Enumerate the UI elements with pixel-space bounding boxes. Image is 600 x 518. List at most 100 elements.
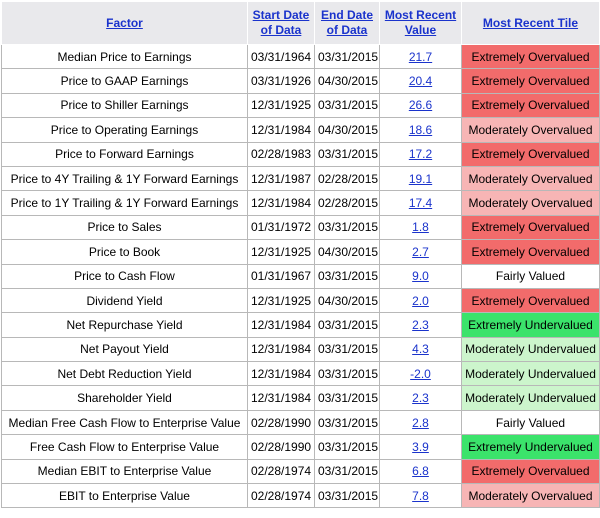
- start-date-cell: 03/31/1964: [247, 43, 315, 70]
- start-date-cell: 12/31/1984: [247, 336, 315, 363]
- tile-cell: Fairly Valued: [461, 263, 600, 289]
- tile-cell: Fairly Valued: [461, 409, 600, 436]
- sort-link[interactable]: Most Recent Tile: [482, 15, 579, 30]
- factor-cell: Price to Cash Flow: [1, 263, 248, 289]
- value-link[interactable]: 4.3: [412, 342, 429, 357]
- value-cell: 7.8: [379, 483, 462, 509]
- value-link[interactable]: 20.4: [408, 74, 433, 89]
- factor-cell: Net Repurchase Yield: [1, 312, 248, 338]
- start-date-cell: 12/31/1984: [247, 312, 315, 338]
- tile-cell: Moderately Overvalued: [461, 483, 600, 509]
- table-row: Price to Cash Flow 01/31/1967 03/31/2015 9.…: [1, 263, 600, 289]
- value-cell: 17.4: [379, 190, 462, 216]
- value-link[interactable]: 2.3: [412, 391, 429, 406]
- value-link[interactable]: 1.8: [412, 220, 429, 235]
- value-link[interactable]: 18.6: [408, 122, 433, 137]
- end-date-cell: 03/31/2015: [314, 458, 380, 485]
- table-row: EBIT to Enterprise Value 02/28/1974 03/31/…: [1, 483, 600, 509]
- end-date-cell: 03/31/2015: [314, 263, 380, 289]
- start-date-cell: 12/31/1984: [247, 190, 315, 216]
- factor-cell: Price to Forward Earnings: [1, 141, 248, 167]
- factor-cell: Price to 1Y Trailing & 1Y Forward Earnin…: [1, 190, 248, 216]
- value-cell: 3.9: [379, 434, 462, 460]
- value-cell: 2.7: [379, 239, 462, 265]
- table-row: Price to Sales 01/31/1972 03/31/2015 1.8 Ext…: [1, 214, 600, 241]
- end-date-cell: 03/31/2015: [314, 43, 380, 70]
- column-header: Start Date of Data: [247, 1, 315, 45]
- table-row: Median Price to Earnings 03/31/1964 03/31/…: [1, 43, 600, 70]
- start-date-cell: 02/28/1974: [247, 483, 315, 509]
- start-date-cell: 02/28/1990: [247, 409, 315, 436]
- value-link[interactable]: 21.7: [408, 49, 433, 64]
- value-cell: 17.2: [379, 141, 462, 167]
- end-date-cell: 03/31/2015: [314, 483, 380, 509]
- factor-cell: Free Cash Flow to Enterprise Value: [1, 434, 248, 460]
- factor-cell: Dividend Yield: [1, 287, 248, 314]
- value-link[interactable]: 2.3: [412, 317, 429, 332]
- value-link[interactable]: 7.8: [412, 488, 429, 503]
- table-row: Price to Book 12/31/1925 04/30/2015 2.7 Extr…: [1, 239, 600, 265]
- tile-cell: Extremely Undervalued: [461, 312, 600, 338]
- tile-cell: Extremely Overvalued: [461, 214, 600, 241]
- sort-link[interactable]: Factor: [106, 15, 143, 30]
- value-link[interactable]: 2.8: [412, 415, 429, 430]
- value-cell: 2.0: [379, 287, 462, 314]
- valuation-table: Factor Start Date of Data End Date of Data…: [1, 1, 600, 509]
- value-link[interactable]: 17.2: [408, 147, 433, 162]
- value-cell: 1.8: [379, 214, 462, 241]
- value-link[interactable]: 2.7: [412, 244, 429, 259]
- value-link[interactable]: 2.0: [412, 293, 429, 308]
- end-date-cell: 02/28/2015: [314, 165, 380, 192]
- start-date-cell: 12/31/1984: [247, 117, 315, 143]
- end-date-cell: 02/28/2015: [314, 190, 380, 216]
- tile-cell: Moderately Overvalued: [461, 190, 600, 216]
- factor-cell: EBIT to Enterprise Value: [1, 483, 248, 509]
- tile-cell: Extremely Overvalued: [461, 141, 600, 167]
- value-link[interactable]: 17.4: [408, 196, 433, 211]
- end-date-cell: 04/30/2015: [314, 117, 380, 143]
- value-cell: 20.4: [379, 68, 462, 94]
- value-cell: 21.7: [379, 43, 462, 70]
- sort-link[interactable]: End Date of Data: [320, 8, 373, 37]
- tile-cell: Moderately Overvalued: [461, 165, 600, 192]
- factor-cell: Price to Shiller Earnings: [1, 92, 248, 119]
- factor-cell: Median Price to Earnings: [1, 43, 248, 70]
- value-cell: 6.8: [379, 458, 462, 485]
- factor-cell: Price to Operating Earnings: [1, 117, 248, 143]
- start-date-cell: 02/28/1983: [247, 141, 315, 167]
- end-date-cell: 03/31/2015: [314, 312, 380, 338]
- column-header: Factor: [1, 1, 248, 45]
- value-link[interactable]: 6.8: [412, 464, 429, 479]
- tile-cell: Moderately Undervalued: [461, 361, 600, 387]
- factor-cell: Median Free Cash Flow to Enterprise Valu…: [1, 409, 248, 436]
- factor-cell: Net Debt Reduction Yield: [1, 361, 248, 387]
- value-link[interactable]: 3.9: [412, 439, 429, 454]
- end-date-cell: 03/31/2015: [314, 214, 380, 241]
- value-link[interactable]: 26.6: [408, 98, 433, 113]
- table-body: Median Price to Earnings 03/31/1964 03/31/…: [1, 43, 600, 509]
- tile-cell: Moderately Overvalued: [461, 117, 600, 143]
- end-date-cell: 04/30/2015: [314, 287, 380, 314]
- sort-link[interactable]: Most Recent Value: [384, 8, 457, 37]
- header-row: Factor Start Date of Data End Date of Data…: [1, 1, 600, 45]
- value-cell: 2.8: [379, 409, 462, 436]
- tile-cell: Extremely Overvalued: [461, 68, 600, 94]
- start-date-cell: 12/31/1925: [247, 239, 315, 265]
- end-date-cell: 04/30/2015: [314, 68, 380, 94]
- end-date-cell: 03/31/2015: [314, 434, 380, 460]
- value-link[interactable]: 19.1: [408, 171, 433, 186]
- table-row: Net Payout Yield 12/31/1984 03/31/2015 4.3 M…: [1, 336, 600, 363]
- value-link[interactable]: 9.0: [412, 269, 429, 284]
- start-date-cell: 01/31/1967: [247, 263, 315, 289]
- value-link[interactable]: -2.0: [410, 366, 431, 381]
- table-row: Price to Forward Earnings 02/28/1983 03/31…: [1, 141, 600, 167]
- value-cell: 2.3: [379, 312, 462, 338]
- table-row: Shareholder Yield 12/31/1984 03/31/2015 2.3…: [1, 385, 600, 411]
- sort-link[interactable]: Start Date of Data: [252, 8, 310, 37]
- table-row: Free Cash Flow to Enterprise Value 02/28/…: [1, 434, 600, 460]
- tile-cell: Extremely Overvalued: [461, 43, 600, 70]
- end-date-cell: 03/31/2015: [314, 141, 380, 167]
- start-date-cell: 12/31/1925: [247, 287, 315, 314]
- end-date-cell: 03/31/2015: [314, 385, 380, 411]
